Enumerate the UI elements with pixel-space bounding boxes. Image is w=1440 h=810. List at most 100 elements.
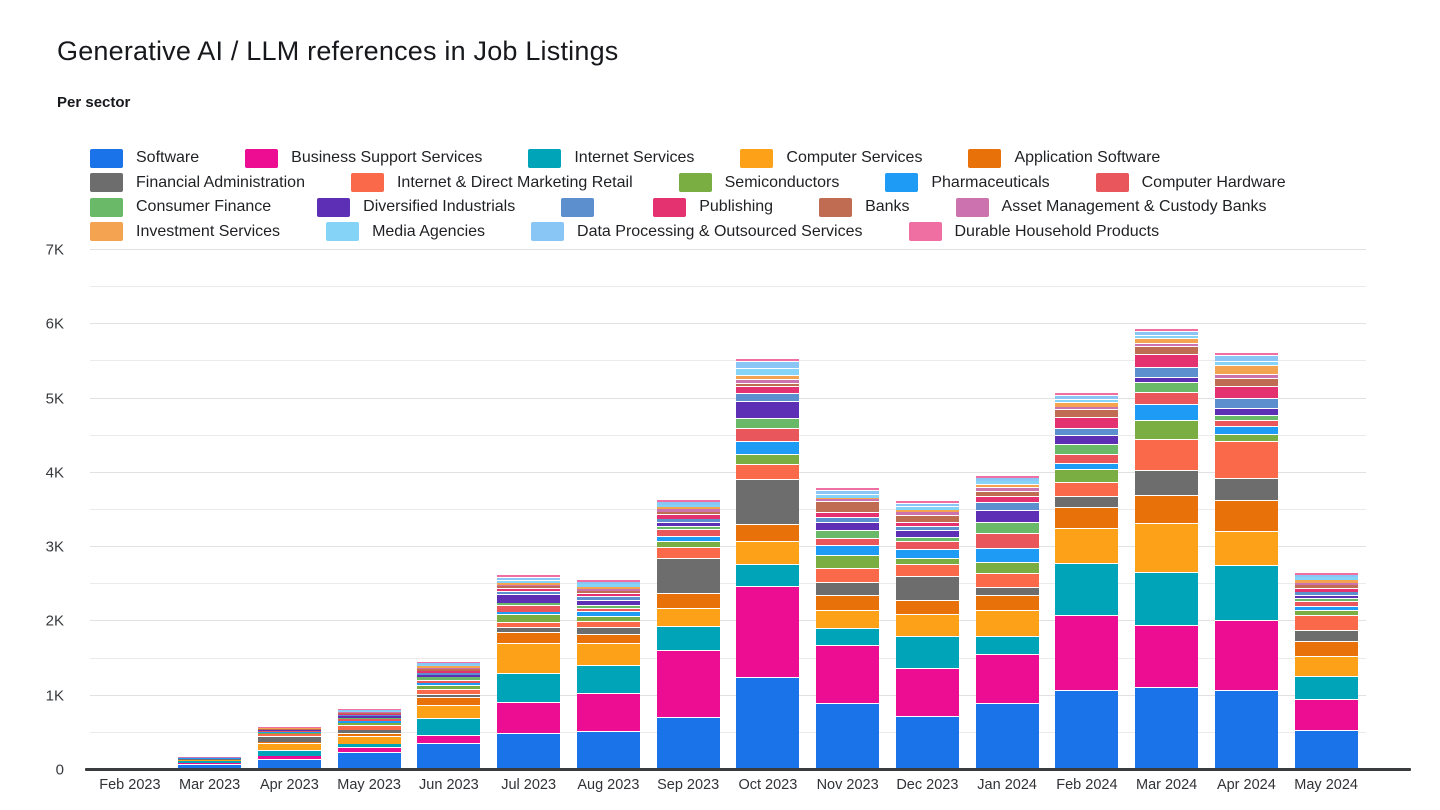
bar-segment-computer-hardware[interactable] — [656, 528, 720, 536]
bar-segment-unlabeled[interactable] — [816, 517, 880, 522]
bar-segment-internet-direct-marketing-retail[interactable] — [1055, 481, 1119, 497]
bar-segment-durable-household-products[interactable] — [1214, 353, 1278, 356]
bar-segment-software[interactable] — [417, 743, 481, 770]
bar-segment-diversified-industrials[interactable] — [1294, 594, 1358, 598]
bar-segment-consumer-finance[interactable] — [576, 604, 640, 609]
bar-segment-application-software[interactable] — [736, 524, 800, 541]
bar-segment-application-software[interactable] — [656, 593, 720, 609]
bar-may-2023[interactable] — [337, 709, 401, 770]
bar-segment-computer-services[interactable] — [656, 608, 720, 627]
bar-segment-consumer-finance[interactable] — [736, 417, 800, 428]
bar-segment-pharmaceuticals[interactable] — [417, 682, 481, 686]
bar-segment-data-processing-outsourced-services[interactable] — [337, 710, 401, 711]
bar-segment-asset-management-custody-banks[interactable] — [576, 588, 640, 591]
bar-segment-internet-services[interactable] — [576, 664, 640, 693]
bar-segment-computer-services[interactable] — [257, 743, 321, 751]
bar-segment-internet-services[interactable] — [895, 635, 959, 669]
bar-segment-data-processing-outsourced-services[interactable] — [1055, 395, 1119, 399]
bar-segment-data-processing-outsourced-services[interactable] — [497, 576, 561, 581]
bar-segment-computer-services[interactable] — [816, 609, 880, 629]
bar-segment-investment-services[interactable] — [337, 711, 401, 713]
bar-segment-durable-household-products[interactable] — [656, 499, 720, 502]
bar-segment-semiconductors[interactable] — [1135, 420, 1199, 439]
bar-segment-application-software[interactable] — [417, 696, 481, 706]
bar-segment-unlabeled[interactable] — [337, 715, 401, 717]
bar-segment-computer-hardware[interactable] — [337, 719, 401, 722]
bar-segment-data-processing-outsourced-services[interactable] — [576, 582, 640, 585]
bar-segment-financial-administration[interactable] — [1055, 496, 1119, 507]
bar-segment-financial-administration[interactable] — [656, 558, 720, 594]
bar-segment-internet-services[interactable] — [975, 636, 1039, 655]
bar-segment-asset-management-custody-banks[interactable] — [736, 379, 800, 383]
bar-segment-media-agencies[interactable] — [576, 584, 640, 587]
bar-segment-computer-hardware[interactable] — [1294, 601, 1358, 606]
bar-segment-business-support-services[interactable] — [736, 585, 800, 678]
bar-segment-internet-services[interactable] — [816, 628, 880, 645]
bar-segment-software[interactable] — [895, 715, 959, 770]
bar-segment-durable-household-products[interactable] — [337, 709, 401, 711]
bar-segment-durable-household-products[interactable] — [895, 500, 959, 504]
bar-segment-banks[interactable] — [816, 500, 880, 513]
bar-segment-pharmaceuticals[interactable] — [1214, 426, 1278, 434]
bar-jan-2024[interactable] — [975, 475, 1039, 770]
bar-segment-business-support-services[interactable] — [497, 701, 561, 734]
bar-segment-internet-services[interactable] — [1294, 676, 1358, 700]
bar-segment-pharmaceuticals[interactable] — [497, 611, 561, 615]
bar-segment-pharmaceuticals[interactable] — [656, 535, 720, 541]
bar-segment-computer-hardware[interactable] — [497, 605, 561, 612]
bar-segment-consumer-finance[interactable] — [816, 530, 880, 539]
bar-segment-computer-services[interactable] — [337, 736, 401, 745]
bar-nov-2023[interactable] — [816, 488, 880, 770]
bar-segment-application-software[interactable] — [257, 741, 321, 744]
bar-segment-business-support-services[interactable] — [1214, 619, 1278, 690]
bar-segment-computer-services[interactable] — [576, 643, 640, 665]
bar-segment-unlabeled[interactable] — [1055, 427, 1119, 436]
bar-segment-media-agencies[interactable] — [1135, 334, 1199, 338]
bar-segment-computer-services[interactable] — [497, 643, 561, 674]
bar-feb-2024[interactable] — [1055, 392, 1119, 770]
bar-segment-durable-household-products[interactable] — [1055, 392, 1119, 396]
bar-segment-semiconductors[interactable] — [1055, 468, 1119, 482]
bar-segment-business-support-services[interactable] — [417, 735, 481, 744]
bar-segment-consumer-finance[interactable] — [975, 521, 1039, 534]
bar-segment-application-software[interactable] — [497, 631, 561, 644]
bar-segment-computer-hardware[interactable] — [576, 608, 640, 612]
bar-segment-internet-services[interactable] — [656, 626, 720, 650]
bar-segment-publishing[interactable] — [1294, 588, 1358, 592]
bar-segment-publishing[interactable] — [656, 514, 720, 519]
bar-segment-internet-direct-marketing-retail[interactable] — [656, 546, 720, 559]
bar-segment-computer-services[interactable] — [417, 705, 481, 719]
bar-segment-banks[interactable] — [576, 590, 640, 594]
bar-segment-internet-direct-marketing-retail[interactable] — [417, 688, 481, 694]
bar-segment-business-support-services[interactable] — [975, 654, 1039, 704]
bar-segment-publishing[interactable] — [497, 587, 561, 591]
bar-segment-software[interactable] — [497, 733, 561, 770]
bar-mar-2024[interactable] — [1135, 327, 1199, 770]
bar-segment-diversified-industrials[interactable] — [895, 529, 959, 537]
bar-segment-investment-services[interactable] — [975, 484, 1039, 488]
bar-segment-software[interactable] — [975, 703, 1039, 770]
bar-segment-application-software[interactable] — [337, 732, 401, 737]
bar-segment-financial-administration[interactable] — [1135, 470, 1199, 496]
bar-segment-pharmaceuticals[interactable] — [895, 549, 959, 559]
bar-segment-asset-management-custody-banks[interactable] — [1214, 373, 1278, 379]
bar-segment-internet-direct-marketing-retail[interactable] — [337, 725, 401, 730]
bar-segment-application-software[interactable] — [576, 634, 640, 644]
bar-segment-internet-services[interactable] — [417, 718, 481, 736]
bar-segment-computer-hardware[interactable] — [895, 541, 959, 550]
bar-segment-internet-services[interactable] — [1055, 563, 1119, 615]
bar-segment-business-support-services[interactable] — [576, 692, 640, 731]
bar-segment-publishing[interactable] — [337, 713, 401, 716]
bar-segment-pharmaceuticals[interactable] — [337, 721, 401, 724]
bar-segment-financial-administration[interactable] — [417, 693, 481, 697]
bar-segment-consumer-finance[interactable] — [497, 602, 561, 606]
bar-segment-unlabeled[interactable] — [736, 392, 800, 401]
bar-segment-internet-services[interactable] — [1135, 571, 1199, 626]
bar-segment-unlabeled[interactable] — [1214, 397, 1278, 408]
bar-segment-diversified-industrials[interactable] — [576, 599, 640, 605]
bar-segment-business-support-services[interactable] — [895, 668, 959, 716]
bar-segment-consumer-finance[interactable] — [1214, 414, 1278, 421]
bar-segment-diversified-industrials[interactable] — [736, 400, 800, 418]
bar-segment-internet-direct-marketing-retail[interactable] — [895, 564, 959, 577]
bar-segment-consumer-finance[interactable] — [1294, 597, 1358, 602]
